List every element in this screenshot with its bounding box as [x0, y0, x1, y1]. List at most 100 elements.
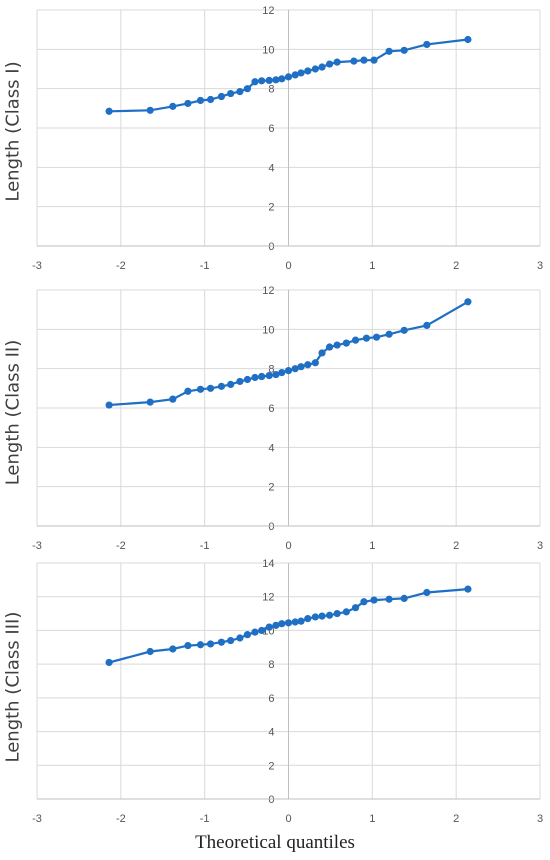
data-point	[196, 385, 205, 393]
data-point	[333, 609, 341, 618]
data-point	[291, 71, 299, 79]
data-point	[311, 613, 319, 621]
data-point	[146, 647, 154, 656]
data-point	[258, 372, 266, 381]
data-point	[464, 585, 472, 593]
data-point	[385, 330, 393, 338]
data-point	[243, 85, 252, 93]
data-point	[311, 65, 319, 73]
data-point	[400, 326, 408, 334]
data-point	[272, 621, 280, 629]
data-point	[372, 333, 381, 341]
data-point	[206, 384, 215, 392]
x-tick-label: 1	[369, 813, 375, 825]
y-tick-label: 10	[262, 324, 274, 336]
y-tick-label: 12	[262, 5, 274, 17]
data-point	[333, 58, 341, 66]
y-tick-label: 10	[262, 44, 274, 56]
data-point	[265, 371, 273, 380]
data-point	[297, 363, 305, 371]
x-tick-label: 3	[537, 260, 543, 272]
y-tick-label: 4	[268, 442, 274, 454]
y-axis-label-class-2: Length (Class II)	[2, 339, 24, 486]
data-point	[318, 63, 326, 71]
x-tick-label: -3	[32, 540, 42, 552]
data-point	[360, 56, 368, 64]
x-tick-label: -1	[200, 260, 210, 272]
y-tick-label: 14	[262, 558, 274, 570]
x-tick-label: -1	[200, 540, 210, 552]
data-point	[297, 617, 305, 625]
data-point	[318, 612, 326, 620]
data-point	[362, 334, 371, 342]
data-point	[146, 106, 154, 114]
y-tick-label: 8	[268, 659, 274, 671]
chart-panel-class-3: -3 -2 -1 0 1 2 3 0 2 4 6 8 10 12 14 Length (Class III)	[0, 557, 550, 832]
data-point	[464, 298, 472, 306]
x-tick-label: 2	[453, 540, 459, 552]
x-tick-label: 0	[285, 260, 291, 272]
data-point	[284, 73, 293, 81]
data-point	[251, 373, 259, 382]
data-point	[146, 398, 154, 406]
data-point	[206, 640, 215, 648]
data-point	[227, 380, 235, 388]
data-point	[291, 365, 299, 373]
data-point	[342, 608, 350, 616]
data-point	[265, 76, 273, 85]
x-tick-label: 3	[537, 813, 543, 825]
data-point	[400, 46, 408, 54]
chart-panel-class-1: -3 -2 -1 0 1 2 3 0 2 4 6 8 10 12 Length (Class I)	[0, 2, 550, 274]
y-tick-label: 0	[268, 521, 274, 533]
x-tick-label: 2	[453, 813, 459, 825]
data-point	[284, 367, 293, 375]
y-tick-label: 2	[268, 202, 274, 214]
data-point	[385, 595, 393, 603]
y-tick-label: 8	[268, 364, 274, 376]
data-point	[333, 341, 341, 349]
data-point	[258, 77, 266, 85]
data-point	[206, 95, 215, 104]
data-point	[258, 626, 266, 635]
data-point	[318, 349, 326, 357]
y-tick-label: 4	[268, 162, 274, 174]
y-tick-label: 2	[268, 482, 274, 494]
data-point	[236, 634, 244, 642]
data-point	[169, 395, 177, 403]
data-point	[105, 107, 113, 115]
data-point	[278, 369, 286, 377]
y-tick-label: 4	[268, 727, 274, 739]
data-point	[227, 89, 235, 98]
data-point	[370, 56, 378, 64]
x-axis-title: Theoretical quantiles	[195, 832, 355, 853]
x-tick-label: 0	[285, 813, 291, 825]
data-point	[251, 628, 259, 636]
y-tick-label: 12	[262, 285, 274, 297]
x-tick-label: -2	[116, 813, 126, 825]
data-point	[304, 361, 312, 369]
data-point	[400, 594, 408, 602]
y-axis-label-class-3: Length (Class III)	[2, 611, 24, 763]
y-tick-label: 8	[268, 84, 274, 96]
data-point	[169, 645, 177, 653]
data-point	[278, 620, 286, 628]
data-point	[360, 598, 368, 606]
y-tick-label: 0	[268, 794, 274, 806]
data-point	[423, 321, 431, 329]
data-point	[184, 99, 192, 108]
y-tick-label: 6	[268, 403, 274, 415]
data-point	[184, 642, 192, 650]
data-point	[265, 623, 273, 631]
data-point	[105, 401, 113, 409]
data-point	[196, 641, 205, 649]
data-point	[169, 102, 177, 110]
x-tick-label: -1	[200, 813, 210, 825]
x-tick-label: 1	[369, 540, 375, 552]
x-tick-label: -3	[32, 813, 42, 825]
data-point	[385, 47, 393, 55]
data-point	[350, 57, 358, 65]
data-point	[236, 377, 244, 386]
data-point	[291, 618, 299, 626]
